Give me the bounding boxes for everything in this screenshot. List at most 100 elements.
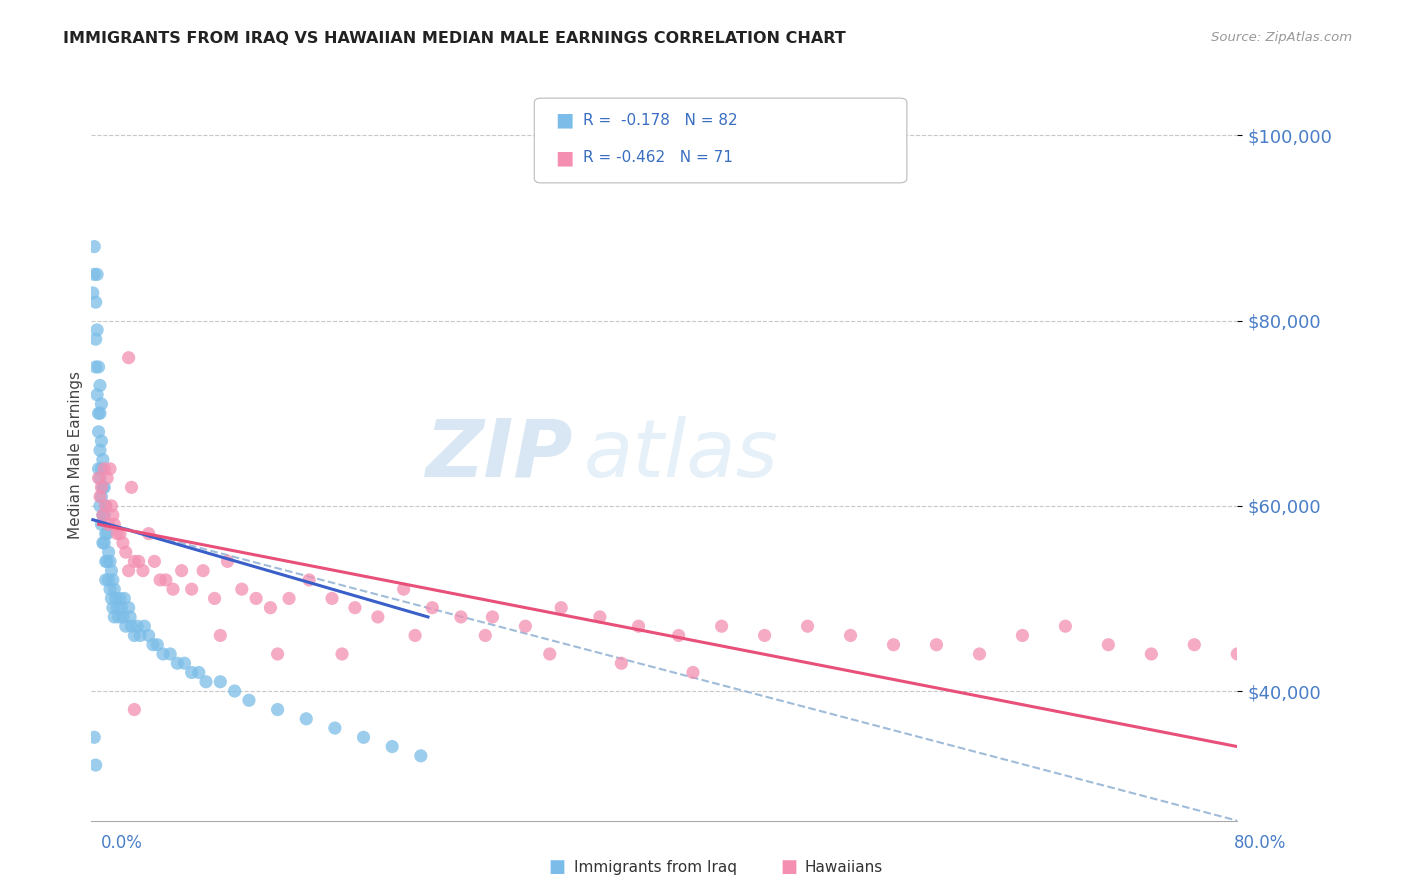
Point xyxy=(98,554,121,568)
Point xyxy=(110,600,132,615)
Point xyxy=(86,268,108,282)
Point xyxy=(278,591,301,606)
Point xyxy=(94,499,117,513)
Text: R =  -0.178   N = 82: R = -0.178 N = 82 xyxy=(583,113,738,128)
Text: atlas: atlas xyxy=(583,416,779,494)
Point xyxy=(124,702,146,716)
Point xyxy=(114,619,136,633)
Point xyxy=(180,665,202,680)
Point xyxy=(87,471,110,485)
Point xyxy=(101,573,124,587)
Point xyxy=(93,536,115,550)
Point xyxy=(112,591,135,606)
Point xyxy=(94,499,117,513)
Point xyxy=(91,536,114,550)
Text: ■: ■ xyxy=(548,858,565,876)
Point xyxy=(98,582,121,597)
Text: ■: ■ xyxy=(780,858,797,876)
Point xyxy=(97,545,120,559)
Point xyxy=(93,508,115,522)
Point xyxy=(114,545,136,559)
Point xyxy=(381,739,404,754)
Point xyxy=(100,564,122,578)
Point xyxy=(83,268,105,282)
Point xyxy=(146,638,169,652)
Point xyxy=(108,526,131,541)
Point xyxy=(343,600,366,615)
Point xyxy=(149,573,172,587)
Point xyxy=(89,490,111,504)
Point xyxy=(1011,628,1033,642)
Point xyxy=(166,657,188,671)
Point xyxy=(238,693,260,707)
Point xyxy=(93,480,115,494)
Point xyxy=(204,591,226,606)
Point xyxy=(1140,647,1163,661)
Point xyxy=(191,564,214,578)
Point xyxy=(170,564,193,578)
Point xyxy=(450,610,472,624)
Point xyxy=(152,647,174,661)
Point xyxy=(481,610,503,624)
Point xyxy=(89,406,111,420)
Point xyxy=(515,619,537,633)
Point xyxy=(925,638,948,652)
Point xyxy=(162,582,184,597)
Point xyxy=(129,628,152,642)
Text: IMMIGRANTS FROM IRAQ VS HAWAIIAN MEDIAN MALE EARNINGS CORRELATION CHART: IMMIGRANTS FROM IRAQ VS HAWAIIAN MEDIAN … xyxy=(63,31,846,46)
Point xyxy=(882,638,904,652)
Point xyxy=(550,600,572,615)
Point xyxy=(1097,638,1119,652)
Point xyxy=(266,702,288,716)
Point xyxy=(96,471,118,485)
Point xyxy=(353,731,375,745)
Point xyxy=(217,554,239,568)
Point xyxy=(668,628,690,642)
Point xyxy=(83,239,105,253)
Point xyxy=(142,638,165,652)
Point xyxy=(117,351,139,365)
Point xyxy=(121,619,143,633)
Point xyxy=(266,647,288,661)
Y-axis label: Median Male Earnings: Median Male Earnings xyxy=(67,371,83,539)
Point xyxy=(121,480,143,494)
Point xyxy=(474,628,496,642)
Point xyxy=(89,378,111,392)
Point xyxy=(627,619,650,633)
Point xyxy=(180,582,202,597)
Point xyxy=(84,332,107,346)
Point xyxy=(86,388,108,402)
Point xyxy=(83,731,105,745)
Point xyxy=(108,591,131,606)
Point xyxy=(367,610,389,624)
Point xyxy=(90,434,112,448)
Point xyxy=(91,508,114,522)
Point xyxy=(143,554,166,568)
Point xyxy=(103,517,125,532)
Point xyxy=(91,452,114,467)
Point xyxy=(111,610,134,624)
Point xyxy=(89,499,111,513)
Point xyxy=(105,600,128,615)
Point xyxy=(796,619,818,633)
Point xyxy=(117,600,139,615)
Point xyxy=(94,526,117,541)
Point xyxy=(87,462,110,476)
Point xyxy=(89,443,111,458)
Point xyxy=(245,591,267,606)
Point xyxy=(330,647,353,661)
Point xyxy=(87,359,110,374)
Point xyxy=(98,462,121,476)
Point xyxy=(84,359,107,374)
Point xyxy=(87,425,110,439)
Point xyxy=(298,573,321,587)
Text: ■: ■ xyxy=(555,111,574,130)
Point xyxy=(84,295,107,310)
Point xyxy=(321,591,343,606)
Text: ■: ■ xyxy=(555,148,574,168)
Point xyxy=(94,554,117,568)
Point xyxy=(209,674,232,689)
Point xyxy=(100,591,122,606)
Point xyxy=(90,490,112,504)
Point xyxy=(173,657,195,671)
